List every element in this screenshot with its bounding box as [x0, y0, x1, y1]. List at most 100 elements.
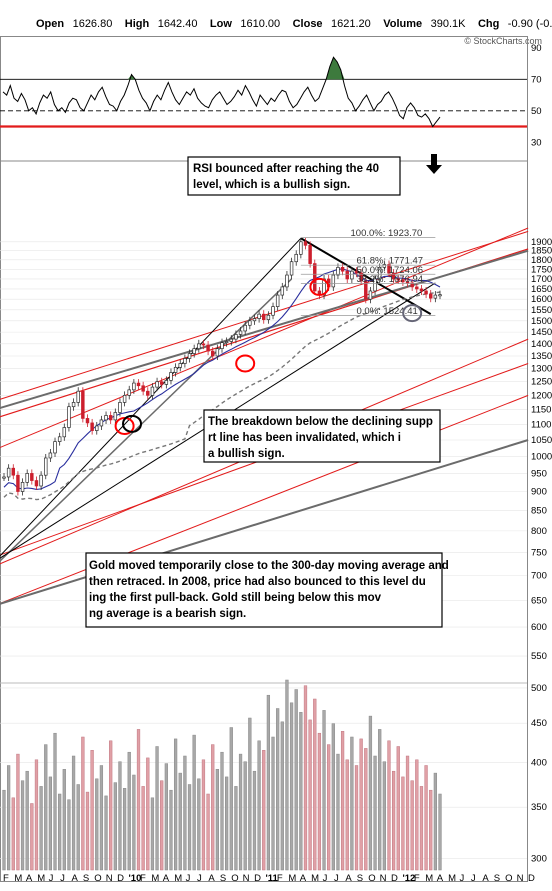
- volume-bar: [141, 786, 145, 871]
- high-value: 1642.40: [158, 18, 198, 30]
- volume-bar: [387, 740, 391, 871]
- candle-body: [99, 419, 104, 427]
- price-tick-label: 1450: [531, 327, 552, 338]
- volume-bar: [25, 770, 29, 871]
- candle-body: [178, 363, 182, 368]
- x-axis-label: O: [368, 873, 375, 884]
- price-tick-label: 400: [531, 758, 547, 769]
- price-tick-label: 350: [531, 802, 547, 813]
- candle-body: [229, 338, 234, 342]
- moving-averages: [3, 268, 441, 501]
- volume-bar: [155, 746, 159, 871]
- volume-bar: [229, 727, 233, 871]
- volume-bar: [48, 776, 53, 871]
- volume-bar: [113, 782, 117, 871]
- x-axis-label: M: [174, 873, 182, 884]
- volume-bar: [34, 759, 39, 871]
- x-axis-label: O: [505, 873, 512, 884]
- x-axis-label: N: [243, 873, 250, 884]
- candle-body: [345, 270, 349, 280]
- volume-bar: [266, 694, 271, 871]
- x-axis-label: A: [482, 873, 489, 884]
- candle-body: [275, 294, 280, 307]
- volume-bar: [322, 710, 326, 871]
- candle-body: [340, 267, 345, 272]
- volume-bar: [238, 753, 243, 871]
- volume-bar: [410, 780, 414, 871]
- candle-body: [368, 290, 373, 300]
- price-tick-label: 850: [531, 506, 547, 517]
- x-axis-label: M: [311, 873, 319, 884]
- candle-body: [53, 441, 57, 454]
- candle-body: [150, 386, 155, 396]
- candle-body: [132, 382, 136, 391]
- highlight-circle: [402, 304, 423, 323]
- gray-trend-line: [0, 439, 529, 605]
- volume-bar: [164, 763, 168, 871]
- candle-body: [6, 467, 11, 478]
- candle-body: [405, 281, 410, 284]
- x-axis-label: N: [380, 873, 387, 884]
- volume-bar: [2, 789, 6, 871]
- candle-body: [396, 278, 400, 281]
- candle-body: [57, 436, 62, 442]
- candle-body: [85, 418, 90, 424]
- x-axis-label: J: [197, 873, 202, 884]
- rsi-panel: [0, 56, 527, 128]
- volume-bar: [419, 786, 424, 871]
- price-tick-label: 1850: [531, 246, 552, 257]
- candle-body: [146, 390, 150, 396]
- x-axis-label: F: [3, 873, 9, 884]
- candle-body: [81, 390, 85, 419]
- candle-body: [67, 406, 71, 428]
- x-axis-label: S: [494, 873, 500, 884]
- x-axis-label: A: [300, 873, 307, 884]
- volume-bar: [16, 753, 20, 871]
- price-tick-label: 1750: [531, 264, 552, 275]
- price-tick-label: 650: [531, 595, 547, 606]
- candle-body: [197, 343, 201, 350]
- candle-body: [354, 270, 359, 274]
- volume-bar: [405, 755, 410, 871]
- volume-bar: [192, 734, 196, 871]
- candle-body: [410, 282, 414, 288]
- volume-bar: [294, 689, 298, 871]
- volume-bar: [415, 759, 419, 871]
- rsi-tick-label: 30: [531, 137, 542, 148]
- price-tick-label: 500: [531, 683, 547, 694]
- fib-level-label: 50.0%: 1724.06: [357, 265, 424, 276]
- candle-body: [303, 241, 308, 246]
- volume-bar: [76, 784, 80, 871]
- x-axis-label: D: [117, 873, 124, 884]
- price-candles: [2, 237, 442, 496]
- x-axis-label: J: [460, 873, 465, 884]
- price-tick-label: 1050: [531, 435, 552, 446]
- candle-body: [359, 272, 363, 282]
- x-axis-label: '12: [402, 873, 415, 884]
- candle-body: [34, 480, 39, 487]
- fib-level-label: 38.2%: 1676.94: [357, 274, 424, 285]
- volume-bar: [285, 679, 289, 871]
- fib-level-label: 100.0%: 1923.70: [351, 228, 423, 239]
- candle-body: [424, 290, 428, 295]
- candle-body: [220, 342, 224, 350]
- x-axis-label: J: [323, 873, 328, 884]
- chart-frame: [0, 36, 528, 882]
- candle-body: [206, 344, 210, 352]
- x-axis-label: A: [26, 873, 33, 884]
- x-axis-label: S: [220, 873, 226, 884]
- candle-body: [136, 382, 141, 387]
- rsi-tick-label: 90: [531, 43, 542, 54]
- volume-bar: [378, 729, 382, 871]
- candle-body: [48, 452, 53, 459]
- annotation-ma300-line3: ing the first pull-back. Gold still bein…: [89, 592, 382, 604]
- candle-body: [262, 313, 266, 321]
- candle-body: [141, 385, 145, 392]
- volume-bar: [183, 755, 187, 871]
- price-tick-label: 700: [531, 570, 547, 581]
- price-tick-label: 900: [531, 487, 547, 498]
- candle-body: [289, 261, 294, 276]
- volume-bar: [220, 751, 224, 871]
- x-axis-label: D: [254, 873, 261, 884]
- black-trend-line: [0, 237, 302, 557]
